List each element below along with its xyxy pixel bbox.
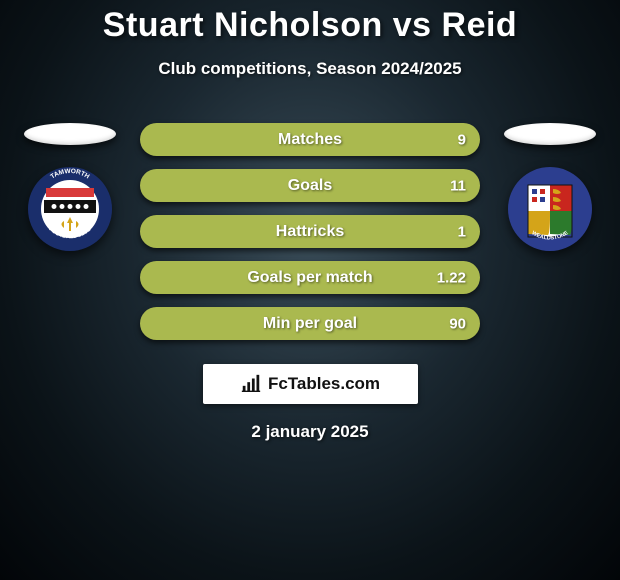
stat-value: 90 [449, 315, 466, 332]
stat-bar-matches: Matches 9 [140, 123, 480, 156]
comparison-card: Stuart Nicholson vs Reid Club competitio… [0, 0, 620, 580]
stat-value: 11 [450, 177, 466, 194]
subtitle: Club competitions, Season 2024/2025 [0, 59, 620, 79]
stat-label: Goals [288, 177, 332, 195]
left-side: TAMWORTH FOOTBALL CLUB [20, 123, 120, 251]
stat-value: 9 [458, 131, 466, 148]
stat-bar-goals-per-match: Goals per match 1.22 [140, 261, 480, 294]
bar-chart-icon [240, 373, 262, 395]
stat-bars: Matches 9 Goals 11 Hattricks 1 Goals per… [140, 123, 480, 340]
stat-bar-hattricks: Hattricks 1 [140, 215, 480, 248]
tamworth-crest-icon: TAMWORTH FOOTBALL CLUB [28, 167, 112, 251]
fctables-logo: FcTables.com [203, 364, 418, 404]
right-oval-marker [504, 123, 596, 145]
right-club-crest: WEALDSTONE [508, 167, 592, 251]
stat-value: 1.22 [437, 269, 466, 286]
stat-label: Goals per match [247, 269, 372, 287]
page-title: Stuart Nicholson vs Reid [0, 0, 620, 45]
logo-text: FcTables.com [268, 374, 380, 394]
stat-bar-goals: Goals 11 [140, 169, 480, 202]
stat-label: Min per goal [263, 315, 357, 333]
wealdstone-crest-icon: WEALDSTONE [508, 167, 592, 251]
date-text: 2 january 2025 [0, 422, 620, 442]
left-club-crest: TAMWORTH FOOTBALL CLUB [28, 167, 112, 251]
stat-value: 1 [458, 223, 466, 240]
stat-label: Hattricks [276, 223, 344, 241]
right-side: WEALDSTONE [500, 123, 600, 251]
main-row: TAMWORTH FOOTBALL CLUB Matches 9 Goals 1… [0, 123, 620, 340]
stat-label: Matches [278, 131, 342, 149]
stat-bar-min-per-goal: Min per goal 90 [140, 307, 480, 340]
left-oval-marker [24, 123, 116, 145]
